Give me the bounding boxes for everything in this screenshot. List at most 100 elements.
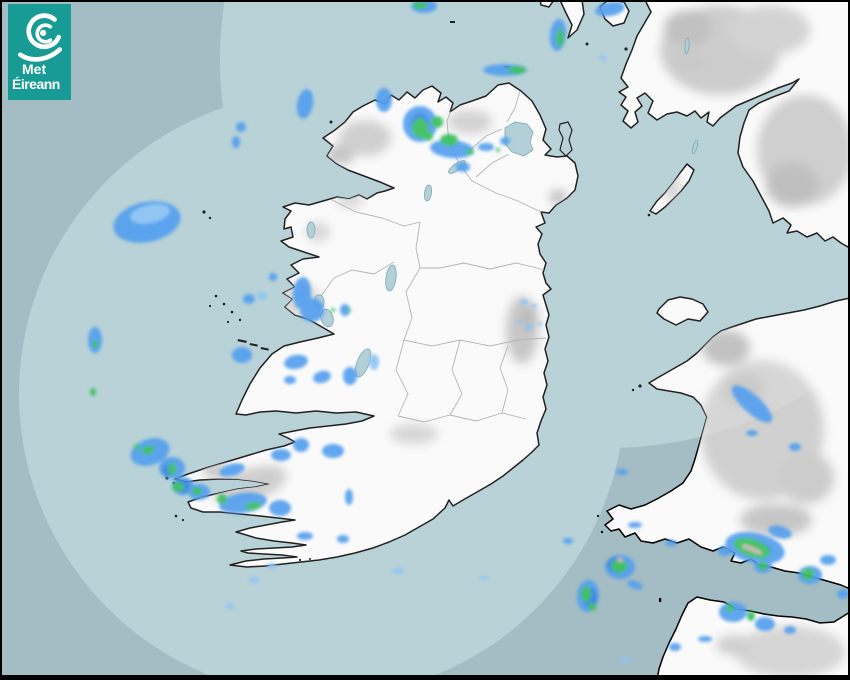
precipitation-cell xyxy=(423,131,433,141)
precipitation-cell xyxy=(257,292,267,300)
precipitation-cell xyxy=(313,370,331,384)
precipitation-cell xyxy=(269,273,277,281)
precipitation-cell xyxy=(440,134,458,146)
precipitation-cell xyxy=(90,388,96,396)
precipitation-cell xyxy=(611,559,627,573)
precipitation-cell xyxy=(293,438,309,452)
precipitation-cell xyxy=(789,443,801,451)
precipitation-cell xyxy=(284,354,308,370)
precipitation-cell xyxy=(337,535,349,543)
precipitation-cell xyxy=(249,577,259,583)
precipitation-cell xyxy=(345,489,353,505)
precipitation-cell xyxy=(616,469,628,475)
precipitation-cell xyxy=(296,89,314,119)
precipitation-cell xyxy=(508,66,526,74)
precipitation-cell xyxy=(134,444,140,450)
lough-conn xyxy=(306,221,316,239)
radar-range-overlay xyxy=(19,0,850,680)
precipitation-cell xyxy=(719,602,747,622)
precipitation-cell xyxy=(742,544,750,550)
precipitation-cell xyxy=(746,430,758,436)
lakes-layer xyxy=(306,37,699,378)
precipitation-cell xyxy=(343,367,357,385)
precipitation-cell xyxy=(478,143,494,151)
precipitation-cell xyxy=(669,643,681,651)
met-eireann-logo: Met Éireann xyxy=(8,4,71,100)
precipitation-cell xyxy=(520,299,528,305)
aran-islands xyxy=(237,339,247,344)
precipitation-cell xyxy=(431,116,443,128)
logo-text-line2: Éireann xyxy=(12,76,60,92)
precipitation-cell xyxy=(340,304,350,316)
precipitation-cell xyxy=(595,1,625,17)
precipitation-cell xyxy=(747,611,755,621)
precipitation-cell xyxy=(802,568,814,580)
precipitation-cell xyxy=(480,576,488,580)
tory-island xyxy=(450,21,455,23)
strangford-lough-inlet xyxy=(558,121,573,157)
lough-ree xyxy=(385,264,397,292)
logo-text-line1: Met xyxy=(22,61,47,77)
precipitation-cell xyxy=(718,546,732,556)
calf-of-man xyxy=(647,213,651,217)
precipitation-cell xyxy=(768,525,792,539)
terrain-shading-layer xyxy=(203,5,850,678)
precipitation-cell xyxy=(141,445,155,455)
precipitation-cell xyxy=(217,494,227,504)
cyclone-swirl-icon xyxy=(17,13,62,62)
precipitation-cell xyxy=(538,322,542,326)
loch-ken xyxy=(691,139,699,155)
precipitation-cell xyxy=(500,137,510,145)
precipitation-cell xyxy=(331,308,335,312)
precipitation-cell xyxy=(92,340,98,348)
precipitation-cell xyxy=(376,88,392,112)
precipitation-cell xyxy=(588,603,596,611)
precipitation-cell xyxy=(284,376,296,384)
precipitation-cell xyxy=(745,545,763,555)
precipitation-cell xyxy=(322,444,344,458)
precipitation-cell xyxy=(525,324,533,330)
precipitation-cell xyxy=(172,482,184,492)
lough-allen xyxy=(423,184,433,202)
lough-derg xyxy=(354,348,372,378)
precipitation-cell xyxy=(347,308,351,312)
precipitation-cell xyxy=(232,136,240,148)
precipitation-cell xyxy=(369,354,379,370)
bardsey-island xyxy=(638,384,642,388)
precipitation-cell xyxy=(665,540,677,546)
precipitation-layer xyxy=(88,0,849,662)
precipitation-cell xyxy=(297,532,313,540)
ailsa-craig xyxy=(624,47,628,51)
precipitation-cell xyxy=(556,29,564,47)
precipitation-cell xyxy=(698,636,712,642)
precipitation-cell xyxy=(820,555,836,565)
precipitation-cell xyxy=(837,589,849,599)
precipitation-cell xyxy=(392,568,404,574)
precipitation-cell xyxy=(617,557,623,563)
precipitation-cell xyxy=(726,604,734,612)
precipitation-cell xyxy=(618,658,632,662)
precipitation-cell xyxy=(755,617,775,631)
precipitation-cell xyxy=(731,385,773,423)
precipitation-cell xyxy=(758,562,768,570)
sanda-island xyxy=(585,42,589,46)
precipitation-cell xyxy=(563,538,573,544)
precipitation-cell xyxy=(226,603,234,609)
precipitation-cell xyxy=(168,463,176,475)
precipitation-cell xyxy=(628,522,642,528)
precipitation-cell xyxy=(243,294,255,304)
precipitation-cell xyxy=(269,500,291,516)
precipitation-cell xyxy=(531,304,537,308)
skellig-islands xyxy=(174,514,178,518)
precipitation-cell xyxy=(245,501,261,511)
precipitation-cell xyxy=(466,149,474,155)
precipitation-cell xyxy=(627,580,643,590)
lundy-island xyxy=(659,598,662,602)
precipitation-cell xyxy=(413,1,427,9)
precipitation-cell xyxy=(784,626,796,634)
precipitation-cell xyxy=(581,586,591,602)
precipitation-cell xyxy=(219,463,245,477)
ramsey-island xyxy=(596,514,600,518)
